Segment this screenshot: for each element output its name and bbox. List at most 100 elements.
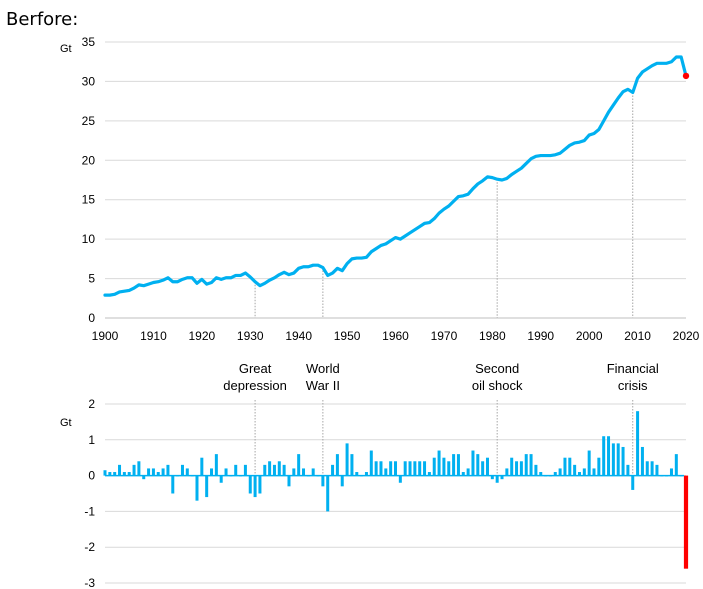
emissions-series bbox=[103, 55, 690, 297]
change-bar bbox=[495, 475, 499, 483]
change-bar bbox=[563, 457, 567, 476]
change-bar bbox=[219, 475, 223, 483]
change-bar bbox=[423, 461, 427, 476]
top-x-tick-label: 1930 bbox=[237, 329, 264, 343]
change-bar bbox=[200, 457, 204, 476]
change-bar bbox=[297, 454, 301, 476]
bottom-y-tick-label: 2 bbox=[88, 397, 95, 411]
top-y-tick-label: 35 bbox=[82, 35, 96, 49]
change-bar bbox=[655, 464, 659, 476]
change-bar bbox=[108, 472, 112, 476]
change-bar bbox=[476, 454, 480, 476]
change-bar bbox=[369, 450, 373, 476]
top-y-tick-label: 30 bbox=[82, 74, 96, 88]
top-x-tick-label: 1960 bbox=[382, 329, 409, 343]
change-bar bbox=[418, 461, 422, 476]
change-bar bbox=[592, 468, 596, 476]
change-bar bbox=[466, 468, 470, 476]
top-x-tick-label: 2000 bbox=[576, 329, 603, 343]
change-bar bbox=[335, 454, 339, 476]
change-bar bbox=[326, 475, 330, 512]
change-bar bbox=[640, 446, 644, 476]
change-bar bbox=[447, 461, 451, 476]
change-bar bbox=[389, 461, 393, 476]
change-bar bbox=[122, 472, 126, 476]
top-x-tick-label: 1990 bbox=[527, 329, 554, 343]
change-bar bbox=[432, 457, 436, 476]
change-bar bbox=[529, 454, 533, 476]
change-bar bbox=[456, 454, 460, 476]
change-bar bbox=[302, 468, 306, 476]
change-bar bbox=[243, 464, 247, 476]
change-bar bbox=[481, 461, 485, 476]
change-bar bbox=[282, 464, 286, 476]
bottom-chart-unit-label: Gt bbox=[60, 417, 72, 429]
bottom-chart-gridlines bbox=[105, 403, 686, 584]
event-annotation-label: World bbox=[306, 361, 340, 376]
bottom-y-tick-label: 0 bbox=[88, 469, 95, 483]
top-x-tick-label: 1920 bbox=[188, 329, 215, 343]
emissions-line bbox=[103, 55, 688, 297]
change-bar bbox=[118, 464, 122, 476]
event-annotation-label: depression bbox=[223, 378, 287, 393]
change-bar bbox=[587, 450, 591, 476]
top-y-tick-label: 20 bbox=[82, 153, 96, 167]
event-annotation-label: crisis bbox=[618, 378, 648, 393]
change-bar bbox=[636, 411, 640, 476]
change-bar bbox=[553, 472, 557, 476]
annual-change-bar-chart: 2 1 0 -1 -2 -3 Great depression World War II Seco… bbox=[60, 361, 689, 589]
top-y-tick-label: 25 bbox=[82, 114, 96, 128]
change-bar bbox=[442, 457, 446, 476]
top-x-tick-label: 1900 bbox=[92, 329, 119, 343]
change-bar bbox=[573, 464, 577, 476]
change-bar bbox=[374, 461, 378, 476]
top-chart-event-markers bbox=[254, 95, 634, 318]
change-bar bbox=[393, 461, 398, 476]
change-bar bbox=[650, 461, 654, 476]
change-bars bbox=[103, 411, 689, 569]
change-bar bbox=[253, 475, 257, 498]
top-x-tick-label: 1910 bbox=[140, 329, 167, 343]
change-bar bbox=[272, 464, 276, 476]
change-bar bbox=[607, 436, 611, 476]
top-y-tick-label: 10 bbox=[82, 232, 96, 246]
change-bar bbox=[524, 454, 528, 476]
change-bar bbox=[413, 461, 417, 476]
change-bar bbox=[485, 457, 489, 476]
change-bar bbox=[568, 457, 572, 476]
top-x-tick-label: 1970 bbox=[431, 329, 458, 343]
top-x-tick-label: 1950 bbox=[334, 329, 361, 343]
change-bar bbox=[103, 470, 107, 476]
change-bar bbox=[132, 464, 136, 476]
change-bar bbox=[180, 464, 184, 476]
top-y-tick-label: 5 bbox=[88, 272, 95, 286]
change-bar bbox=[384, 468, 388, 476]
change-bar bbox=[142, 475, 146, 480]
change-bar bbox=[611, 443, 615, 476]
change-bar bbox=[674, 454, 678, 476]
change-bar bbox=[490, 475, 494, 480]
change-bar bbox=[195, 475, 199, 501]
change-bar bbox=[597, 457, 601, 476]
change-bar bbox=[379, 461, 383, 476]
change-bar bbox=[277, 461, 281, 476]
header-text: Berfore: bbox=[6, 9, 79, 30]
change-bar bbox=[408, 461, 412, 476]
change-bar bbox=[258, 475, 262, 494]
change-bar bbox=[331, 464, 335, 476]
change-bar bbox=[214, 454, 218, 476]
latest-year-bar bbox=[683, 475, 689, 569]
bottom-y-tick-label: 1 bbox=[88, 433, 95, 447]
bottom-chart-y-axis: 2 1 0 -1 -2 -3 bbox=[84, 397, 95, 589]
change-bar bbox=[350, 454, 354, 476]
change-bar bbox=[626, 464, 630, 476]
change-bar bbox=[602, 436, 606, 476]
change-bar bbox=[669, 468, 673, 476]
event-annotations: Great depression World War II Second oil shoc… bbox=[223, 361, 659, 393]
change-bar bbox=[616, 443, 620, 476]
change-bar bbox=[224, 468, 228, 476]
change-bar bbox=[398, 475, 402, 483]
change-bar bbox=[515, 461, 519, 476]
top-x-tick-label: 2020 bbox=[673, 329, 700, 343]
